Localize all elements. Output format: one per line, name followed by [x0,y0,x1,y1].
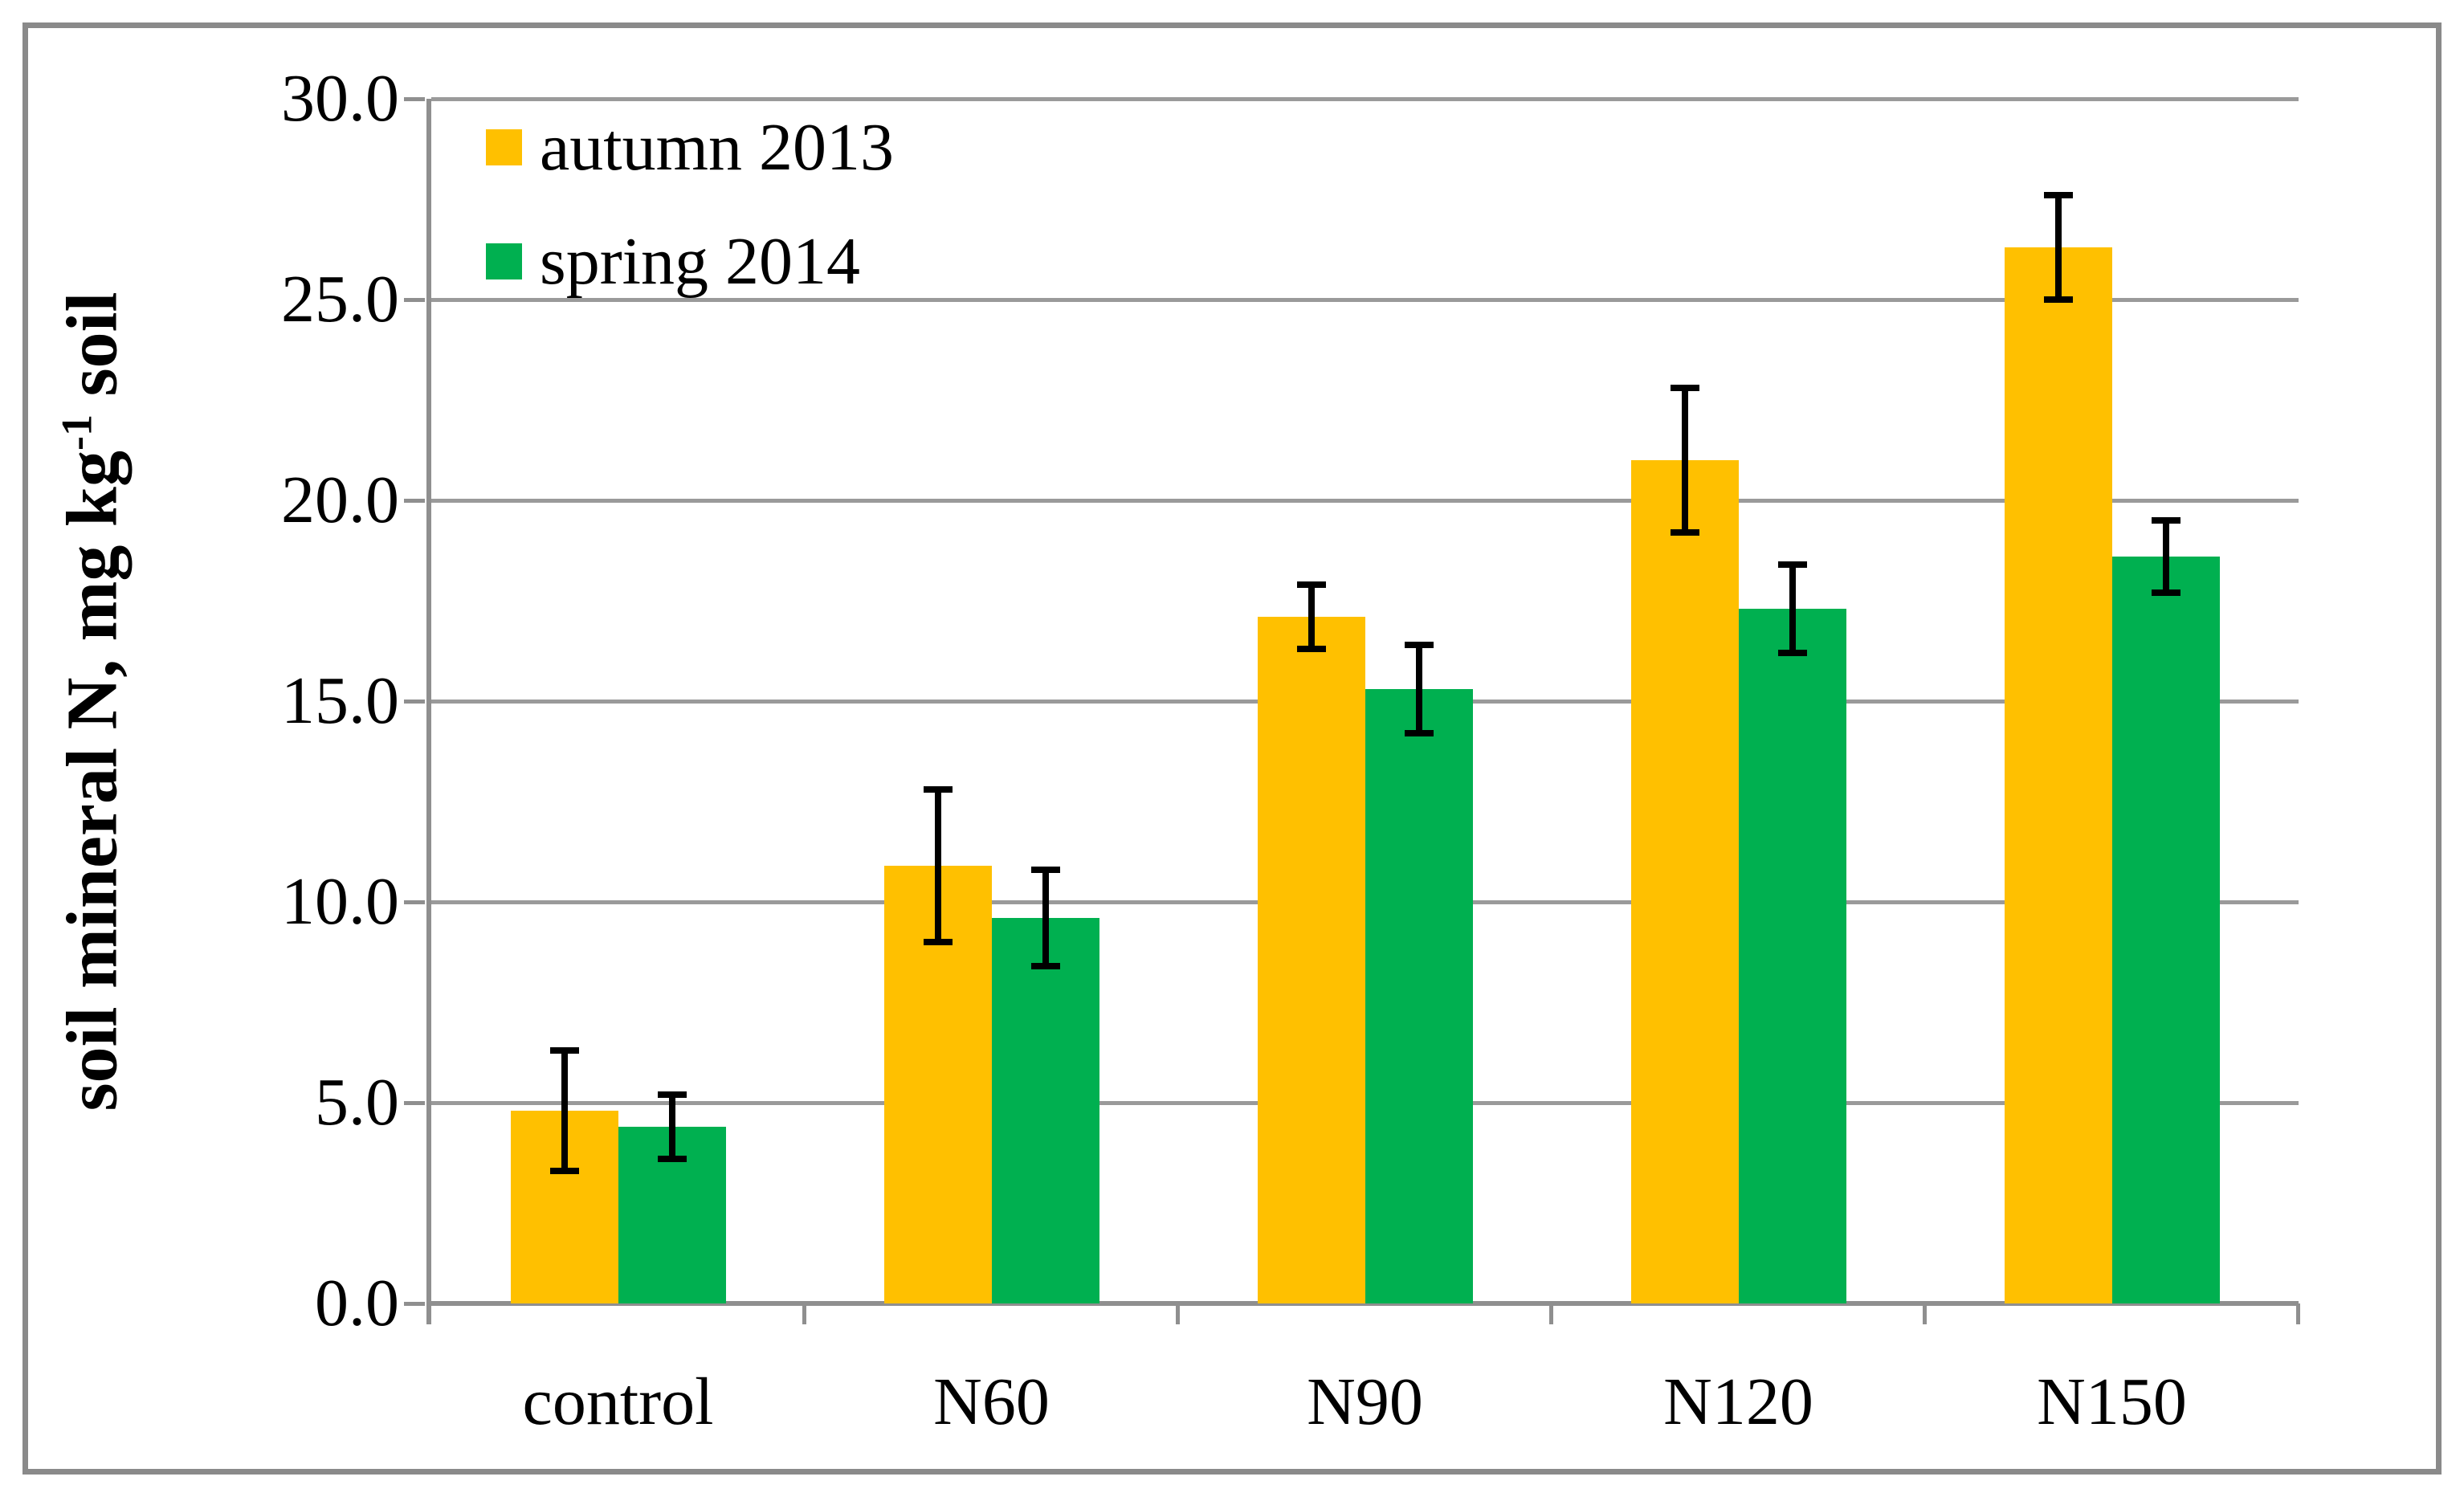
error-bar-cap-top-autumn-2013-n90 [1296,581,1326,588]
error-bar-cap-bottom-spring-2014-n90 [1404,730,1434,736]
y-tick-label: 25.0 [281,262,399,337]
error-bar-cap-bottom-spring-2014-n60 [1030,963,1060,969]
error-bar-line-spring-2014-n60 [1042,870,1049,966]
plot-area: 0.0 5.0 10.0 15.0 20.0 25.0 30.0 control N60 N90 N… [281,61,2300,1439]
x-tick-label-n150: N150 [2037,1364,2187,1439]
gridline [431,298,2299,302]
error-bar-cap-top-spring-2014-n60 [1030,867,1060,873]
x-axis-tick [802,1303,806,1324]
y-tick-label: 0.0 [315,1266,399,1340]
bar-spring-2014-n120 [1738,609,1846,1303]
error-bar-cap-bottom-spring-2014-n150 [2151,589,2180,596]
y-axis-title-wrap: soil mineral N, mg kg-1 soil [32,99,153,1303]
error-bar-line-autumn-2013-n90 [1307,585,1315,649]
y-tick-label: 30.0 [281,61,399,136]
y-tick-label: 10.0 [281,864,399,939]
x-axis-tick [2296,1303,2300,1324]
error-bar-cap-top-spring-2014-n120 [1777,561,1807,568]
error-bar-line-autumn-2013-n120 [1681,388,1688,532]
bar-spring-2014-n60 [991,918,1099,1303]
error-bar-line-autumn-2013-control [561,1050,568,1171]
error-bar-cap-bottom-autumn-2013-n120 [1670,529,1699,536]
error-bar-cap-bottom-autumn-2013-n90 [1296,646,1326,652]
y-axis-tick [404,97,425,101]
error-bar-cap-top-autumn-2013-control [549,1047,579,1054]
error-bar-cap-bottom-autumn-2013-control [549,1168,579,1174]
legend-row-spring-2014: spring 2014 [486,223,894,299]
y-axis-tick [404,1302,425,1306]
x-tick-label-n60: N60 [933,1364,1050,1439]
legend-label-autumn-2013: autumn 2013 [540,109,894,185]
bar-autumn-2013-n120 [1630,460,1739,1303]
error-bar-line-spring-2014-n90 [1415,645,1422,733]
legend-swatch-autumn-2013 [486,128,522,165]
y-axis-tick [404,499,425,503]
error-bar-cap-bottom-autumn-2013-n150 [2043,296,2073,303]
x-axis-tick [1176,1303,1180,1324]
x-axis-line [426,1301,2299,1306]
y-axis-tick [404,900,425,904]
error-bar-cap-top-spring-2014-n150 [2151,517,2180,524]
bar-autumn-2013-n90 [1257,617,1365,1303]
x-tick-label-n90: N90 [1307,1364,1423,1439]
y-axis-title-text: soil mineral N, mg kg [52,450,133,1112]
bar-spring-2014-n90 [1365,689,1473,1303]
y-tick-label: 20.0 [281,463,399,537]
error-bar-cap-top-spring-2014-n90 [1404,642,1434,648]
legend-label-spring-2014: spring 2014 [540,223,860,299]
legend-row-autumn-2013: autumn 2013 [486,109,894,185]
error-bar-line-spring-2014-n150 [2162,520,2169,593]
y-axis-tick [404,700,425,704]
gridline [431,499,2299,503]
y-axis-title-superscript: -1 [52,414,101,451]
error-bar-cap-bottom-spring-2014-control [657,1156,687,1162]
bar-autumn-2013-n150 [2004,247,2112,1303]
error-bar-cap-top-spring-2014-control [657,1091,687,1098]
y-axis-tick [404,1101,425,1105]
legend: autumn 2013 spring 2014 [486,109,894,299]
error-bar-line-autumn-2013-n150 [2054,195,2062,300]
x-tick-label-control: control [522,1364,714,1439]
y-tick-label: 15.0 [281,663,399,738]
bar-spring-2014-n150 [2111,557,2220,1303]
x-axis-tick [1549,1303,1553,1324]
y-axis-line [426,99,431,1303]
error-bar-line-spring-2014-n120 [1789,565,1796,653]
error-bar-line-spring-2014-control [668,1095,675,1159]
error-bar-cap-bottom-autumn-2013-n60 [923,939,953,945]
x-axis-tick [1923,1303,1927,1324]
x-axis-tick [426,1303,431,1324]
y-axis-title-suffix: soil [52,291,133,414]
error-bar-cap-bottom-spring-2014-n120 [1777,650,1807,656]
y-tick-label: 5.0 [315,1065,399,1140]
error-bar-line-autumn-2013-n60 [934,789,941,942]
y-axis-title: soil mineral N, mg kg-1 soil [51,292,134,1111]
legend-swatch-spring-2014 [486,243,522,279]
error-bar-cap-top-autumn-2013-n60 [923,786,953,793]
error-bar-cap-top-autumn-2013-n150 [2043,192,2073,198]
error-bar-cap-top-autumn-2013-n120 [1670,385,1699,391]
x-tick-label-n120: N120 [1663,1364,1813,1439]
y-axis-tick [404,298,425,302]
gridline [431,97,2299,101]
